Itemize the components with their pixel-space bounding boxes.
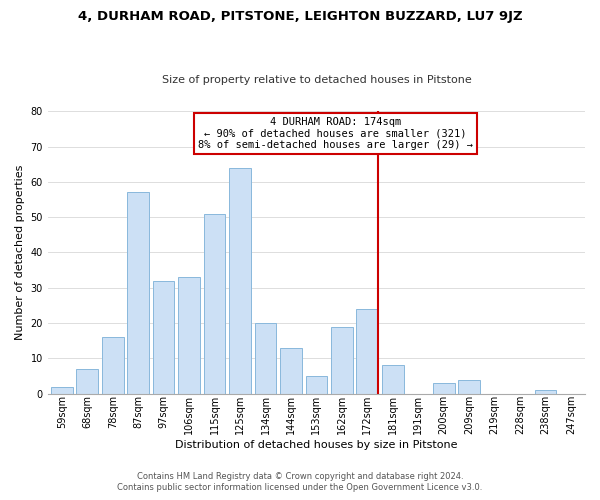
- Bar: [127, 192, 149, 394]
- Bar: [331, 326, 353, 394]
- Bar: [458, 380, 480, 394]
- Text: 4 DURHAM ROAD: 174sqm
← 90% of detached houses are smaller (321)
8% of semi-deta: 4 DURHAM ROAD: 174sqm ← 90% of detached …: [197, 117, 473, 150]
- X-axis label: Distribution of detached houses by size in Pitstone: Distribution of detached houses by size …: [175, 440, 458, 450]
- Title: Size of property relative to detached houses in Pitstone: Size of property relative to detached ho…: [161, 76, 471, 86]
- Text: Contains HM Land Registry data © Crown copyright and database right 2024.
Contai: Contains HM Land Registry data © Crown c…: [118, 472, 482, 492]
- Bar: [153, 280, 175, 394]
- Bar: [280, 348, 302, 394]
- Bar: [433, 383, 455, 394]
- Y-axis label: Number of detached properties: Number of detached properties: [15, 165, 25, 340]
- Bar: [76, 369, 98, 394]
- Bar: [178, 277, 200, 394]
- Text: 4, DURHAM ROAD, PITSTONE, LEIGHTON BUZZARD, LU7 9JZ: 4, DURHAM ROAD, PITSTONE, LEIGHTON BUZZA…: [77, 10, 523, 23]
- Bar: [382, 366, 404, 394]
- Bar: [102, 337, 124, 394]
- Bar: [305, 376, 327, 394]
- Bar: [204, 214, 226, 394]
- Bar: [254, 323, 276, 394]
- Bar: [229, 168, 251, 394]
- Bar: [51, 386, 73, 394]
- Bar: [535, 390, 556, 394]
- Bar: [356, 309, 378, 394]
